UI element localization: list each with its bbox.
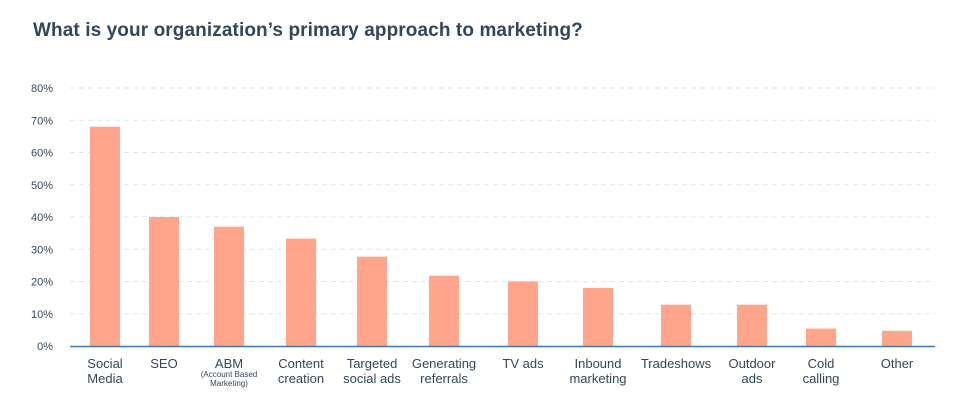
x-tick-label: marketing <box>569 371 626 386</box>
y-tick-label: 0% <box>37 341 53 353</box>
x-tick-label: Outdoor <box>729 356 777 371</box>
x-tick-sublabel: (Account Based <box>201 370 257 379</box>
y-tick-label: 80% <box>31 83 53 95</box>
bar <box>429 275 459 346</box>
y-tick-label: 70% <box>31 115 53 127</box>
y-tick-label: 40% <box>31 212 53 224</box>
x-tick-label: Content <box>278 356 324 371</box>
x-tick-label: calling <box>803 371 840 386</box>
bar <box>214 226 244 346</box>
x-tick-label: referrals <box>420 371 468 386</box>
x-tick-label: creation <box>278 371 324 386</box>
bar <box>286 238 316 346</box>
bar <box>90 126 120 346</box>
x-tick-label: Inbound <box>575 356 622 371</box>
bar <box>583 287 613 346</box>
bar <box>149 217 179 346</box>
x-tick-label: ads <box>742 371 763 386</box>
y-tick-label: 50% <box>31 180 53 192</box>
x-tick-label: Cold <box>808 356 835 371</box>
chart-title: What is your organization’s primary appr… <box>33 20 583 41</box>
bar <box>882 330 912 346</box>
x-tick-label: social ads <box>343 371 401 386</box>
x-tick-label: ABM <box>215 356 243 371</box>
bar <box>508 281 538 346</box>
y-tick-label: 60% <box>31 148 53 160</box>
y-tick-label: 10% <box>31 309 53 321</box>
x-tick-label: Tradeshows <box>641 356 712 371</box>
x-tick-label: Targeted <box>347 356 398 371</box>
x-tick-label: Other <box>881 356 914 371</box>
x-tick-label: TV ads <box>502 356 544 371</box>
x-tick-sublabel: Marketing) <box>210 379 248 388</box>
x-tick-label: SEO <box>150 356 177 371</box>
x-tick-label: Generating <box>412 356 476 371</box>
x-tick-label: Media <box>87 371 123 386</box>
bar <box>737 304 767 346</box>
y-tick-label: 20% <box>31 277 53 289</box>
y-tick-label: 30% <box>31 244 53 256</box>
x-tick-label: Social <box>87 356 123 371</box>
bar <box>661 304 691 346</box>
bar <box>806 328 836 346</box>
bar <box>357 256 387 346</box>
